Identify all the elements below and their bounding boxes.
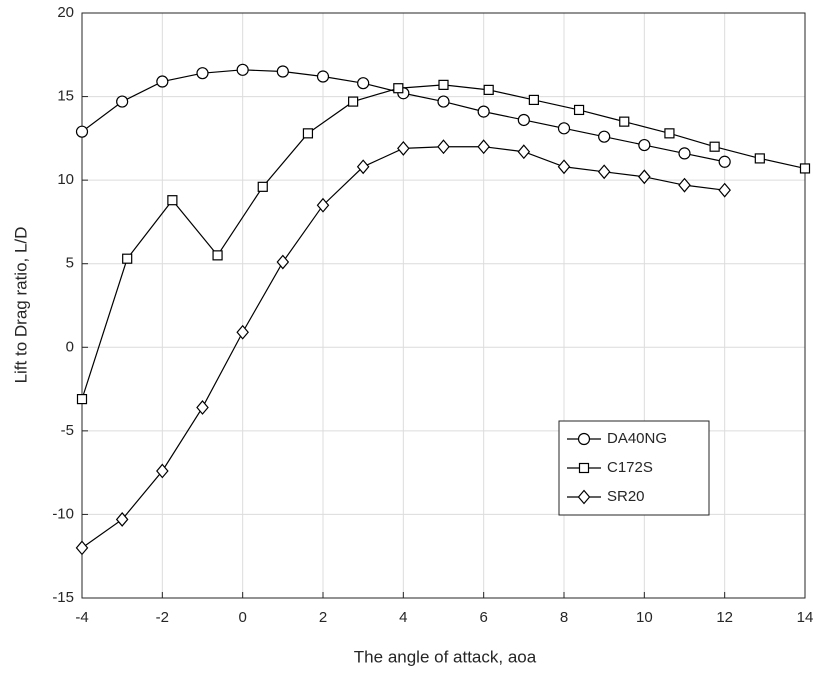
marker (115, 512, 129, 527)
marker (557, 159, 571, 175)
marker (557, 122, 571, 135)
marker (619, 116, 630, 127)
x-tick-label: 6 (479, 609, 487, 626)
x-tick-label: 10 (636, 609, 653, 626)
x-axis-label: The angle of attack, aoa (354, 647, 537, 666)
marker (483, 84, 494, 95)
marker (517, 144, 531, 160)
marker (316, 197, 330, 213)
marker (477, 139, 490, 155)
marker (212, 250, 223, 261)
marker (477, 105, 490, 118)
x-tick-label: 8 (560, 609, 568, 626)
x-tick-label: 0 (238, 609, 246, 626)
y-tick-label: 20 (57, 4, 74, 21)
marker (678, 177, 691, 193)
marker (276, 254, 290, 270)
marker (236, 324, 249, 340)
marker (718, 155, 731, 168)
marker (156, 75, 169, 88)
marker (75, 540, 89, 556)
y-tick-label: 15 (57, 88, 74, 105)
legend-marker (578, 462, 590, 474)
marker (167, 195, 178, 206)
y-tick-label: 5 (66, 255, 74, 272)
x-tick-label: 14 (797, 609, 814, 626)
x-tick-label: -4 (75, 609, 88, 626)
legend-marker (577, 489, 591, 505)
marker (754, 153, 765, 164)
marker (709, 141, 720, 152)
y-tick-label: -5 (61, 422, 74, 439)
marker (573, 104, 585, 116)
y-tick-label: -15 (52, 589, 74, 606)
marker (678, 147, 691, 160)
marker (664, 128, 675, 139)
marker (116, 95, 129, 108)
x-tick-label: 12 (716, 609, 733, 626)
marker (236, 63, 249, 76)
marker (437, 139, 450, 155)
marker (196, 400, 209, 415)
x-tick-label: 2 (319, 609, 327, 626)
marker (316, 70, 330, 83)
legend-marker (577, 432, 591, 446)
y-tick-label: -10 (52, 505, 74, 522)
marker (437, 95, 450, 108)
marker (597, 164, 611, 180)
marker (75, 125, 89, 138)
legend-label: SR20 (607, 488, 645, 505)
y-tick-label: 0 (66, 338, 74, 355)
marker (718, 182, 731, 198)
marker (517, 113, 530, 127)
marker (799, 163, 811, 174)
marker (276, 65, 289, 78)
marker (598, 130, 611, 143)
marker (156, 463, 169, 479)
marker (638, 169, 651, 185)
plot-frame (81, 12, 806, 599)
legend-label: C172S (607, 459, 653, 476)
marker (356, 159, 370, 175)
y-axis-label: Lift to Drag ratio, L/D (11, 227, 30, 384)
x-tick-label: 4 (399, 609, 407, 626)
marker (638, 138, 651, 152)
marker (357, 77, 370, 90)
marker (76, 394, 88, 405)
marker (302, 128, 314, 139)
legend-label: DA40NG (607, 430, 667, 447)
marker (348, 96, 359, 107)
y-tick-label: 10 (57, 171, 74, 188)
marker (438, 79, 449, 90)
legend: DA40NG C172S SR20 (558, 420, 710, 516)
marker (528, 94, 539, 106)
marker (397, 140, 410, 156)
marker (122, 253, 133, 264)
marker (257, 181, 268, 192)
x-tick-label: -2 (156, 609, 169, 626)
marker (393, 83, 404, 94)
marker (196, 67, 209, 80)
